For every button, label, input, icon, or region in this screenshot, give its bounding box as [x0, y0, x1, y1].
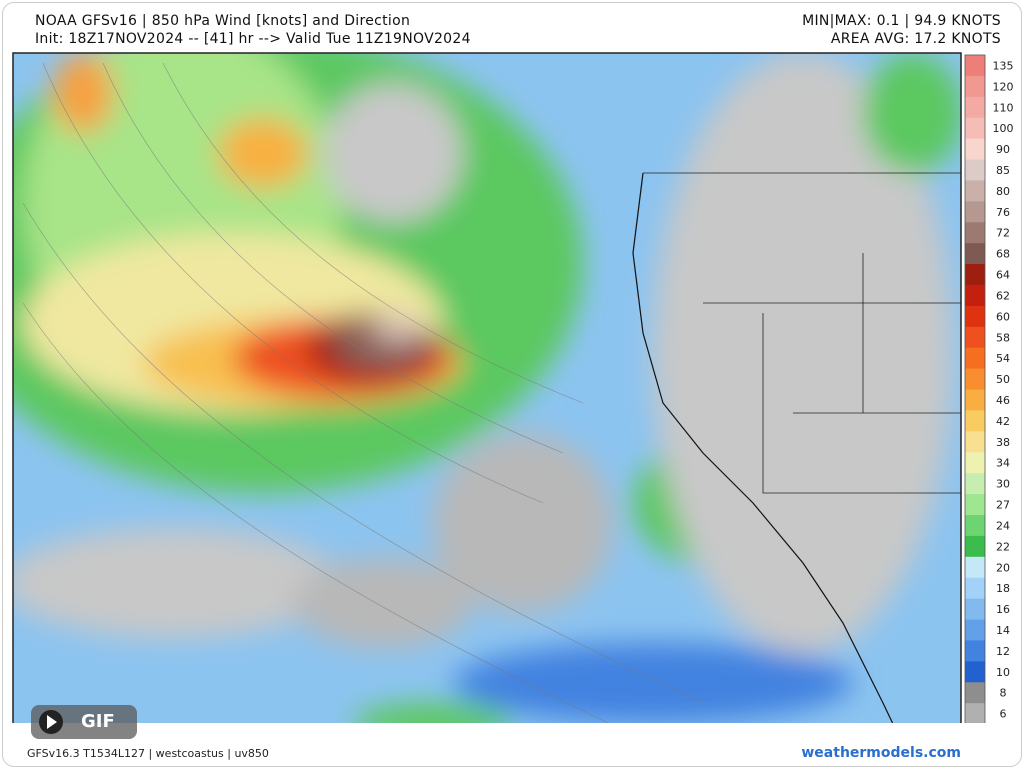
colorbar-label: 6	[1000, 708, 1007, 721]
source-link[interactable]: weathermodels.com	[801, 745, 961, 761]
colorbar-swatch	[965, 640, 985, 662]
colorbar-swatch	[965, 55, 985, 77]
colorbar-label: 72	[996, 227, 1010, 240]
colorbar-swatch	[965, 703, 985, 723]
colorbar-swatch	[965, 431, 985, 453]
colorbar-label: 14	[996, 624, 1010, 637]
colorbar-label: 22	[996, 540, 1010, 553]
colorbar-label: 62	[996, 289, 1010, 302]
colorbar-swatch	[965, 473, 985, 495]
colorbar-swatch	[965, 180, 985, 202]
colorbar-label: 85	[996, 164, 1010, 177]
colorbar-swatch	[965, 661, 985, 683]
colorbar-swatch	[965, 138, 985, 161]
colorbar-label: 20	[996, 561, 1010, 574]
colorbar-swatch	[965, 410, 985, 432]
colorbar-swatch	[965, 96, 985, 119]
colorbar-swatch	[965, 347, 985, 370]
colorbar-swatch	[965, 326, 985, 349]
colorbar-label: 50	[996, 373, 1010, 386]
colorbar-swatch	[965, 452, 985, 474]
colorbar-swatch	[965, 515, 985, 537]
colorbar-label: 110	[993, 101, 1014, 114]
colorbar-swatch	[965, 243, 985, 265]
colorbar-label: 135	[993, 59, 1014, 72]
colorbar-frame	[964, 54, 986, 723]
colorbar-label: 64	[996, 269, 1010, 282]
colorbar-label: 46	[996, 394, 1010, 407]
init-line: Init: 18Z17NOV2024 -- [41] hr --> Valid …	[35, 31, 471, 47]
colorbar-label: 68	[996, 248, 1010, 261]
colorbar-swatch	[965, 682, 985, 704]
colorbar-swatch	[965, 264, 985, 286]
wind-field	[13, 53, 961, 723]
gif-label: GIF	[81, 711, 115, 732]
colorbar-swatch	[965, 222, 985, 244]
colorbar-label: 18	[996, 582, 1010, 595]
colorbar-swatch	[965, 556, 985, 579]
min-max: MIN|MAX: 0.1 | 94.9 KNOTS	[802, 13, 1001, 29]
colorbar-swatch	[965, 619, 985, 641]
colorbar-swatch	[965, 117, 985, 140]
colorbar-label: 80	[996, 185, 1010, 198]
colorbar-swatch	[965, 577, 985, 600]
footer-info: GFSv16.3 T1534L127 | westcoastus | uv850	[27, 747, 269, 760]
colorbar-swatch	[965, 305, 985, 328]
colorbar-label: 120	[993, 80, 1014, 93]
colorbar-swatch	[965, 201, 985, 223]
colorbar-label: 12	[996, 645, 1010, 658]
colorbar-label: 24	[996, 519, 1010, 532]
colorbar-label: 100	[993, 122, 1014, 135]
colorbar-label: 76	[996, 206, 1010, 219]
colorbar-swatch	[965, 535, 985, 558]
colorbar-label: 30	[996, 478, 1010, 491]
colorbar-swatch	[965, 75, 985, 98]
area-average: AREA AVG: 17.2 KNOTS	[830, 31, 1001, 47]
title: NOAA GFSv16 | 850 hPa Wind [knots] and D…	[35, 13, 411, 29]
colorbar-label: 27	[996, 499, 1010, 512]
play-icon	[39, 710, 63, 734]
colorbar-swatch	[965, 159, 985, 181]
gif-button[interactable]: GIF	[31, 705, 137, 739]
colorbar-label: 58	[996, 331, 1010, 344]
colorbar-label: 54	[996, 352, 1010, 365]
colorbar-label: 90	[996, 143, 1010, 156]
colorbar-label: 16	[996, 603, 1010, 616]
colorbar-swatch	[965, 598, 985, 621]
colorbar-label: 38	[996, 436, 1010, 449]
colorbar-label: 42	[996, 415, 1010, 428]
colorbar-label: 8	[1000, 687, 1007, 700]
map: 1351201101009085807672686462605854504642…	[12, 52, 1014, 723]
colorbar-swatch	[965, 494, 985, 516]
colorbar-label: 60	[996, 310, 1010, 323]
colorbar-label: 34	[996, 457, 1010, 470]
colorbar-swatch	[965, 285, 985, 307]
colorbar-swatch	[965, 368, 985, 391]
colorbar-label: 10	[996, 666, 1010, 679]
colorbar-swatch	[965, 389, 985, 411]
colorbar: 1351201101009085807672686462605854504642…	[964, 54, 1014, 723]
